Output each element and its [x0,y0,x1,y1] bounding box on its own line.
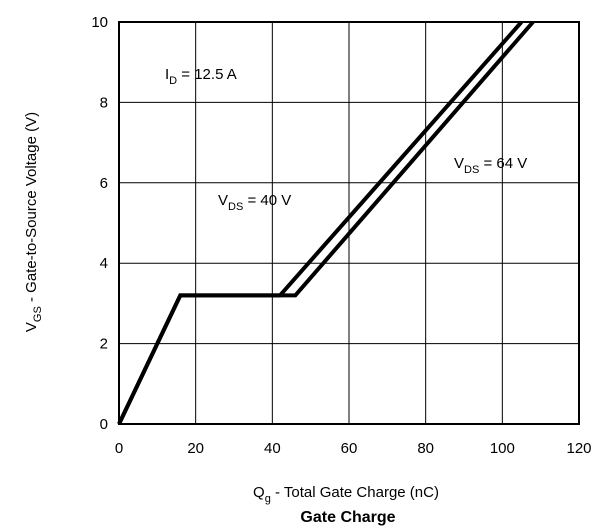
x-tick-label: 60 [341,440,358,457]
y-axis-label: VGS - Gate-to-Source Voltage (V) [23,112,44,332]
grid-lines [119,22,579,424]
y-tick-labels: 0 2 4 6 8 10 [91,14,108,433]
annotation-vds-40: VDS = 40 V [218,192,291,213]
x-tick-label: 80 [417,440,434,457]
x-tick-labels: 0 20 40 60 80 100 120 [115,440,592,457]
x-axis-label: Qg - Total Gate Charge (nC) [253,484,439,505]
annotation-drain-current: ID = 12.5 A [165,66,237,87]
annotation-vds-64: VDS = 64 V [454,155,527,176]
y-tick-label: 10 [91,14,108,31]
series-lines [117,20,535,425]
series-line-vds-64 [117,20,535,425]
x-tick-label: 120 [566,440,591,457]
x-tick-label: 100 [490,440,515,457]
y-tick-label: 8 [100,94,108,111]
y-tick-label: 2 [100,336,108,353]
x-tick-label: 20 [187,440,204,457]
chart-title: Gate Charge [300,509,395,526]
y-tick-label: 6 [100,175,108,192]
x-tick-label: 0 [115,440,123,457]
y-tick-label: 4 [100,255,108,272]
y-tick-label: 0 [100,416,108,433]
x-tick-label: 40 [264,440,281,457]
plot-frame [118,21,580,425]
